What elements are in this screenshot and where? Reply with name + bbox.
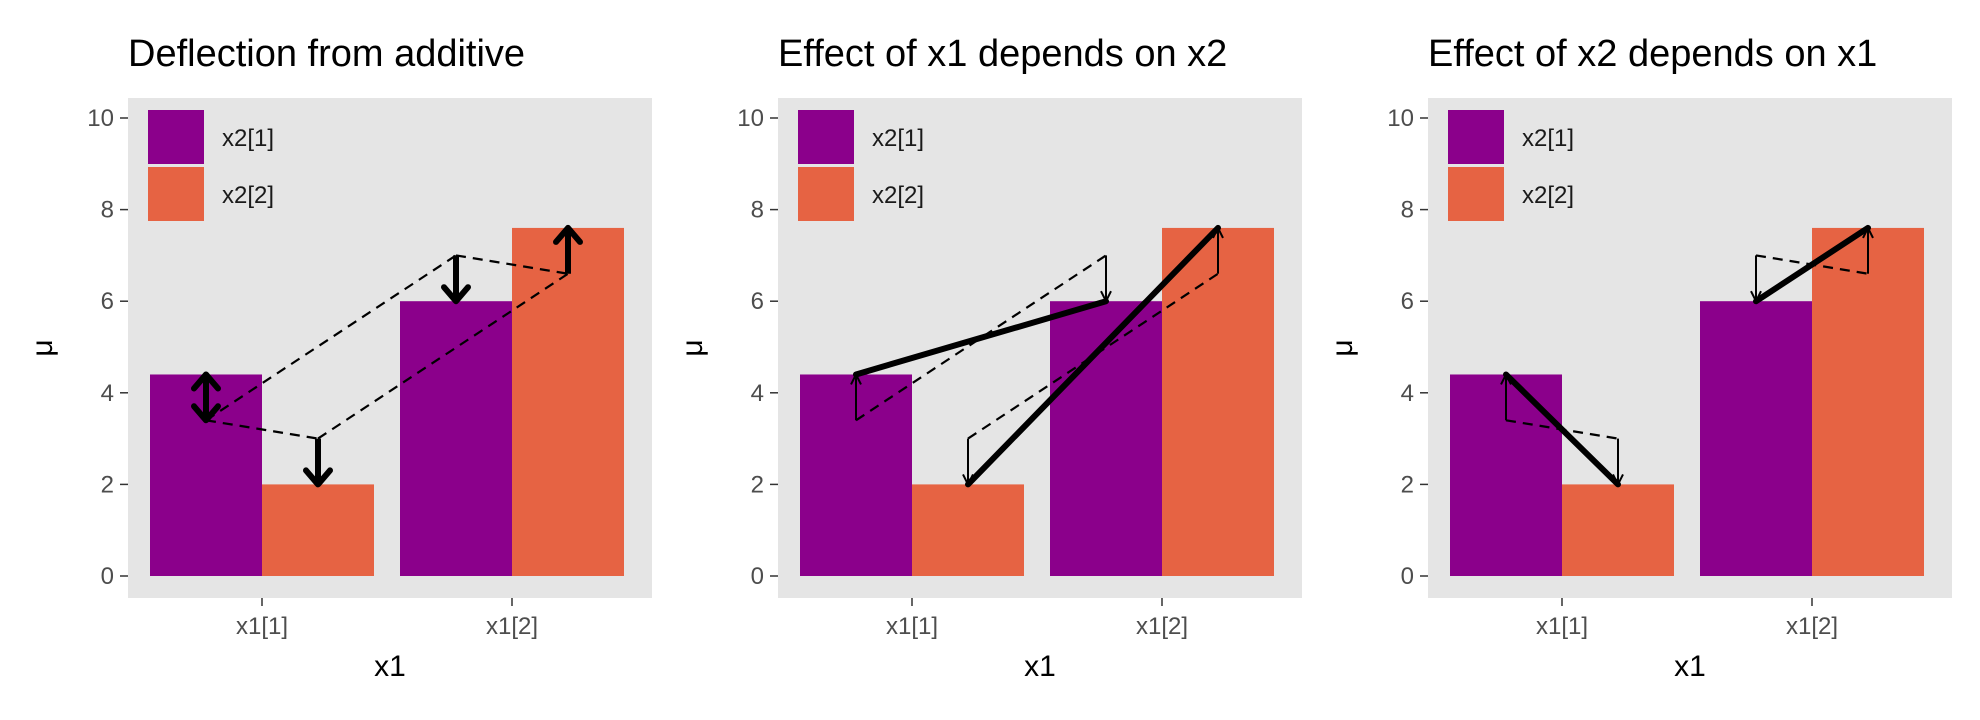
x-tick-label: x1[1] bbox=[1536, 613, 1588, 640]
effect-line bbox=[1753, 224, 1871, 305]
y-tick-label: 6 bbox=[101, 288, 114, 315]
y-tick-label: 8 bbox=[101, 197, 114, 224]
y-tick-label: 10 bbox=[737, 105, 764, 132]
legend-swatch bbox=[148, 110, 204, 164]
legend-label: x2[1] bbox=[872, 125, 924, 152]
y-axis-title: μ bbox=[26, 339, 59, 356]
legend-swatch bbox=[148, 167, 204, 221]
chart-panel-2: Effect of x1 depends on x2 0 2 4 6 8 10 μ x1[1] x… bbox=[676, 33, 1302, 683]
deflection-arrow-head bbox=[303, 467, 333, 488]
deflection-arrow-head bbox=[441, 284, 471, 305]
chart-title: Effect of x1 depends on x2 bbox=[778, 33, 1227, 75]
bar-x1[2]-x2[1] bbox=[400, 301, 512, 576]
x-tick-label: x1[1] bbox=[236, 613, 288, 640]
x-tick-label: x1[2] bbox=[1136, 613, 1188, 640]
legend-label: x2[2] bbox=[222, 182, 274, 209]
bar-x1[2]-x2[2] bbox=[1812, 227, 1924, 577]
y-axis-title: μ bbox=[676, 339, 709, 356]
chart-panel-1: Deflection from additive 0 2 4 6 8 10 μ x1[1] x1[… bbox=[26, 33, 652, 683]
x-axis-title: x1 bbox=[1674, 650, 1706, 683]
bar-x1[1]-x2[2] bbox=[912, 484, 1024, 576]
legend-swatch bbox=[1448, 110, 1504, 164]
legend-label: x2[1] bbox=[222, 125, 274, 152]
y-tick-label: 8 bbox=[751, 197, 764, 224]
legend-swatch bbox=[1448, 167, 1504, 221]
y-tick-label: 4 bbox=[1401, 380, 1414, 407]
x-axis-title: x1 bbox=[374, 650, 406, 683]
y-tick-label: 2 bbox=[101, 471, 114, 498]
legend-swatch bbox=[798, 167, 854, 221]
x-tick-label: x1[2] bbox=[1786, 613, 1838, 640]
legend-swatch bbox=[798, 110, 854, 164]
effect-line bbox=[965, 224, 1221, 488]
y-tick-label: 0 bbox=[751, 563, 764, 590]
bar-x1[2]-x2[2] bbox=[1162, 227, 1274, 577]
x-axis-title: x1 bbox=[1024, 650, 1056, 683]
x-tick-label: x1[2] bbox=[486, 613, 538, 640]
y-tick-label: 4 bbox=[101, 380, 114, 407]
deflection-arrow-head bbox=[191, 371, 221, 392]
effect-line bbox=[853, 298, 1109, 378]
bar-x1[2]-x2[1] bbox=[1700, 301, 1812, 576]
additive-dashed-line bbox=[455, 254, 569, 275]
y-axis-title: μ bbox=[1326, 339, 1359, 356]
legend-label: x2[2] bbox=[872, 182, 924, 209]
deflection-arrow-head bbox=[553, 224, 583, 245]
chart-title: Deflection from additive bbox=[128, 33, 525, 75]
y-tick-label: 8 bbox=[1401, 197, 1414, 224]
y-tick-label: 0 bbox=[1401, 563, 1414, 590]
legend-label: x2[1] bbox=[1522, 125, 1574, 152]
chart-title: Effect of x2 depends on x1 bbox=[1428, 33, 1877, 75]
additive-dashed-line bbox=[205, 419, 319, 440]
bar-x1[1]-x2[2] bbox=[1562, 484, 1674, 576]
y-tick-label: 2 bbox=[751, 471, 764, 498]
x-tick-label: x1[1] bbox=[886, 613, 938, 640]
y-tick-label: 4 bbox=[751, 380, 764, 407]
bar-x1[2]-x2[2] bbox=[512, 227, 624, 577]
y-tick-label: 10 bbox=[87, 105, 114, 132]
chart-panel-3: Effect of x2 depends on x1 0 2 4 6 8 10 μ x1[1] x… bbox=[1326, 33, 1952, 683]
y-tick-label: 2 bbox=[1401, 471, 1414, 498]
deflection-arrow-head bbox=[191, 403, 221, 424]
bar-x1[1]-x2[2] bbox=[262, 484, 374, 576]
y-tick-label: 10 bbox=[1387, 105, 1414, 132]
effect-line bbox=[1503, 371, 1621, 488]
legend-label: x2[2] bbox=[1522, 182, 1574, 209]
y-tick-label: 6 bbox=[751, 288, 764, 315]
y-tick-label: 0 bbox=[101, 563, 114, 590]
y-tick-label: 6 bbox=[1401, 288, 1414, 315]
